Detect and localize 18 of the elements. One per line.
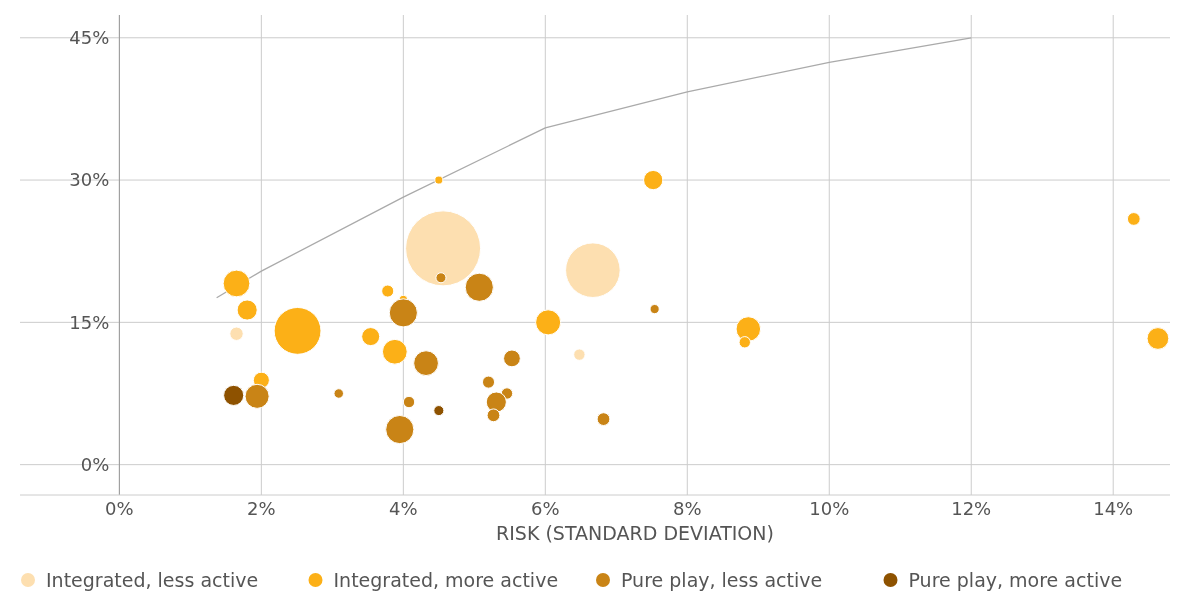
x-tick-label: 4% <box>389 498 418 519</box>
x-tick-label: 12% <box>951 498 992 519</box>
y-tick-label: 15% <box>69 311 110 333</box>
legend-label: Integrated, more active <box>333 569 559 591</box>
y-tick-label: 45% <box>69 27 110 49</box>
x-tick-label: 14% <box>1093 498 1134 519</box>
x-tick-label: 6% <box>531 498 560 519</box>
legend-label: Pure play, more active <box>908 569 1123 591</box>
x-tick-label: 0% <box>105 498 134 519</box>
y-tick-label: 30% <box>69 169 110 191</box>
x-axis-title: RISK (STANDARD DEVIATION) <box>496 522 774 544</box>
legend-label: Pure play, less active <box>621 569 823 591</box>
x-tick-label: 8% <box>673 498 702 519</box>
x-tick-label: 2% <box>247 498 276 519</box>
legend-label: Integrated, less active <box>46 569 259 591</box>
line-series <box>215 37 972 299</box>
x-tick-label: 10% <box>809 498 850 519</box>
y-tick-label: 0% <box>80 453 110 475</box>
